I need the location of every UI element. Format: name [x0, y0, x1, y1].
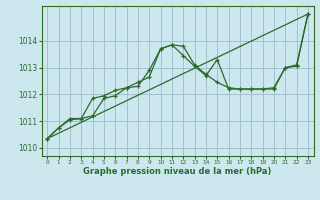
X-axis label: Graphe pression niveau de la mer (hPa): Graphe pression niveau de la mer (hPa)	[84, 167, 272, 176]
